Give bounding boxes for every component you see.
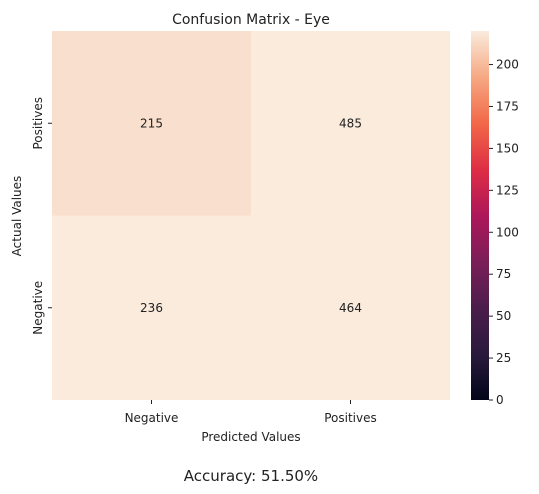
colorbar-tick-label: 200	[496, 58, 519, 72]
colorbar	[471, 31, 489, 400]
y-tick-label: Negative	[31, 281, 45, 335]
chart-title: Confusion Matrix - Eye	[172, 12, 330, 28]
colorbar-tick-label: 25	[496, 351, 511, 365]
x-axis: Negative Positives	[125, 400, 377, 425]
colorbar-ticks: 0 25 50 75 100 125 150 175 200	[489, 58, 519, 407]
heatmap-cell	[52, 215, 251, 400]
colorbar-tick-label: 0	[496, 393, 504, 407]
accuracy-label: Accuracy: 51.50%	[184, 467, 318, 485]
cell-value-label: 485	[339, 116, 362, 130]
colorbar-tick-label: 50	[496, 309, 511, 323]
colorbar-tick-label: 75	[496, 267, 511, 281]
cell-value-label: 464	[339, 301, 362, 315]
colorbar-tick-label: 150	[496, 141, 519, 155]
heatmap-cells	[52, 31, 450, 400]
heatmap-cell	[251, 215, 450, 400]
colorbar-tick-label: 100	[496, 225, 519, 239]
x-tick-label: Negative	[125, 411, 179, 425]
colorbar-tick-label: 125	[496, 183, 519, 197]
x-tick-label: Positives	[324, 411, 377, 425]
y-axis: Positives Negative	[31, 97, 52, 335]
heatmap-cell	[52, 31, 251, 216]
cell-value-label: 215	[140, 116, 163, 130]
x-axis-label: Predicted Values	[201, 430, 300, 444]
cell-value-label: 236	[140, 301, 163, 315]
heatmap-cell-labels: 215 485 236 464	[140, 116, 362, 315]
colorbar-tick-label: 175	[496, 99, 519, 113]
y-tick-label: Positives	[31, 97, 45, 150]
y-axis-label: Actual Values	[10, 176, 24, 257]
heatmap-cell	[251, 31, 450, 216]
